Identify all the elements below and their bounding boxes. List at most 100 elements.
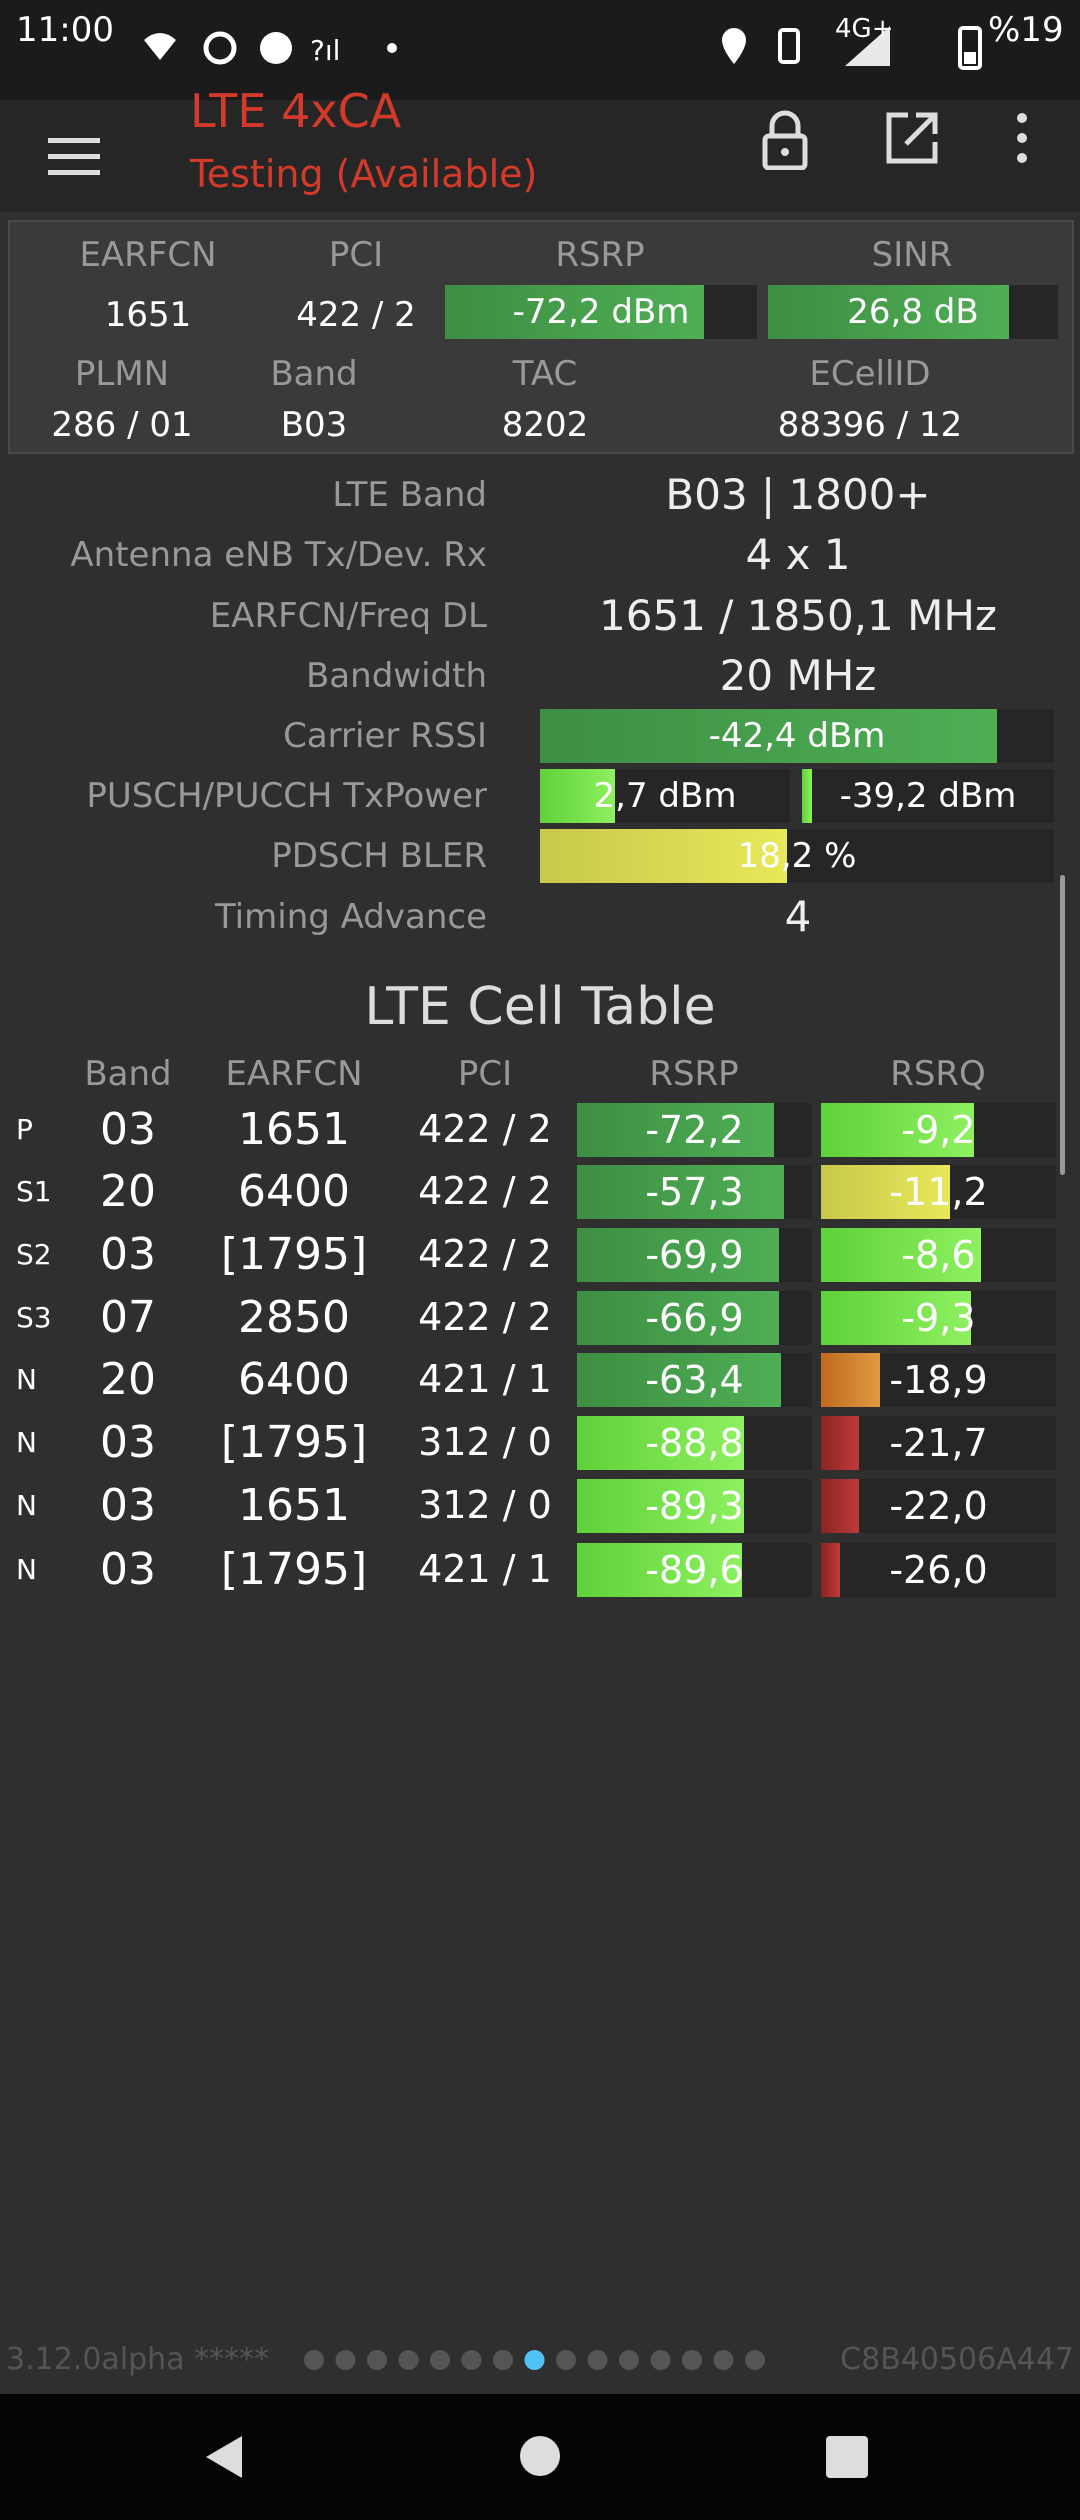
- status-icons-right: [722, 26, 890, 66]
- cell-rsrq: -21,7: [821, 1416, 1056, 1470]
- home-button[interactable]: [518, 2434, 562, 2478]
- bar-fill: [577, 1228, 780, 1282]
- cell-rsrq: -8,6: [821, 1228, 1056, 1282]
- cell-earfcn: 1651: [238, 1103, 350, 1155]
- cell-rsrp-value: -57,3: [645, 1170, 744, 1214]
- summary-value: 88396 / 12: [777, 404, 963, 445]
- detail-value: 4 x 1: [745, 529, 851, 579]
- cell-pci: 422 / 2: [418, 1232, 552, 1277]
- page-dot[interactable]: [650, 2350, 671, 2370]
- cell-rsrp: -88,8: [577, 1416, 812, 1470]
- app-title: LTE 4xCA: [190, 84, 402, 139]
- app-bar: [0, 100, 1080, 212]
- cell-rsrp: -89,3: [577, 1479, 812, 1533]
- cell-pci: 422 / 2: [418, 1295, 552, 1340]
- more-button[interactable]: [1014, 110, 1030, 166]
- status-bar: ?ıl: [0, 0, 1080, 100]
- lock-button[interactable]: [760, 110, 810, 170]
- recents-button[interactable]: [826, 2436, 868, 2478]
- page-dot[interactable]: [430, 2350, 450, 2370]
- page-dot[interactable]: [556, 2350, 576, 2370]
- detail-label: PUSCH/PUCCH TxPower: [86, 775, 487, 816]
- summary-header: EARFCN: [79, 234, 217, 275]
- bar-fill: [768, 285, 1009, 339]
- page-dot[interactable]: [493, 2350, 513, 2370]
- cell-band: 03: [100, 1103, 156, 1155]
- detail-label: PDSCH BLER: [271, 835, 487, 876]
- back-button[interactable]: [200, 2432, 250, 2482]
- table-header: Band: [84, 1053, 172, 1094]
- cell-earfcn: 2850: [238, 1291, 350, 1343]
- cell-rsrq-value: -22,0: [889, 1484, 988, 1528]
- sinr-gauge-value: 26,8 dB: [847, 292, 979, 332]
- cell-earfcn: [1795]: [220, 1416, 368, 1468]
- bar-fill: [577, 1103, 775, 1157]
- sinr-gauge: 26,8 dB: [768, 285, 1058, 339]
- bar-fill: [577, 1416, 744, 1470]
- page-dot[interactable]: [524, 2350, 545, 2370]
- status-network: 4G+: [835, 14, 894, 45]
- page-dot[interactable]: [587, 2350, 608, 2370]
- cell-pci: 421 / 1: [418, 1547, 552, 1592]
- detail-label: Timing Advance: [214, 896, 487, 937]
- summary-header: SINR: [871, 234, 953, 275]
- cell-rsrq: -26,0: [821, 1543, 1056, 1597]
- bar-fill: [540, 829, 787, 883]
- cell-band: 03: [100, 1543, 156, 1595]
- summary-header: TAC: [512, 353, 578, 394]
- summary-value: 286 / 01: [51, 404, 193, 445]
- cell-type: S3: [16, 1301, 52, 1335]
- table-title: LTE Cell Table: [364, 976, 716, 1037]
- bar-fill: [540, 709, 998, 763]
- summary-header: RSRP: [555, 234, 645, 275]
- bar-fill: [821, 1416, 859, 1470]
- rssi-gauge-value: -42,4 dBm: [708, 716, 886, 756]
- page-dot[interactable]: [682, 2350, 702, 2370]
- page-dot[interactable]: [745, 2350, 765, 2370]
- cell-band: 20: [100, 1165, 156, 1217]
- page-dot[interactable]: [367, 2350, 387, 2370]
- cell-rsrp: -63,4: [577, 1353, 812, 1407]
- page-dot[interactable]: [713, 2350, 734, 2370]
- app-subtitle: Testing (Available): [190, 152, 538, 197]
- table-header: PCI: [457, 1053, 513, 1094]
- bar-fill: [821, 1291, 972, 1345]
- share-button[interactable]: [884, 110, 940, 166]
- cell-rsrp: -69,9: [577, 1228, 812, 1282]
- cell-rsrq-value: -11,2: [889, 1170, 988, 1214]
- cell-pci: 312 / 0: [418, 1483, 552, 1528]
- cell-type: S1: [16, 1175, 52, 1209]
- cell-rsrq-value: -8,6: [901, 1233, 976, 1277]
- page-indicator: [304, 2350, 765, 2370]
- summary-value: 8202: [501, 404, 589, 445]
- detail-value: 1651 / 1850,1 MHz: [599, 590, 997, 640]
- cell-rsrp-value: -89,3: [645, 1484, 744, 1528]
- scrollbar: [1060, 875, 1065, 1175]
- page-dot[interactable]: [461, 2350, 482, 2370]
- bler-gauge: 18,2 %: [540, 829, 1054, 883]
- cell-rsrq: -22,0: [821, 1479, 1056, 1533]
- status-battery: %19: [988, 9, 1064, 50]
- menu-button[interactable]: [48, 134, 100, 178]
- cell-rsrp: -66,9: [577, 1291, 812, 1345]
- page-dot[interactable]: [304, 2350, 324, 2370]
- cell-rsrp: -57,3: [577, 1165, 812, 1219]
- cell-rsrq: -11,2: [821, 1165, 1056, 1219]
- page-dot[interactable]: [398, 2350, 419, 2370]
- cell-earfcn: 6400: [238, 1353, 350, 1405]
- bar-fill: [577, 1165, 784, 1219]
- bar-fill: [821, 1479, 859, 1533]
- detail-label: EARFCN/Freq DL: [209, 595, 487, 636]
- bar-fill: [821, 1103, 974, 1157]
- cell-earfcn: 1651: [238, 1479, 350, 1531]
- page-dot[interactable]: [619, 2350, 639, 2370]
- pucch-gauge-value: -39,2 dBm: [839, 776, 1017, 816]
- detail-value: B03 | 1800+: [665, 469, 931, 519]
- summary-header: ECellID: [809, 353, 931, 394]
- summary-value: B03: [280, 404, 348, 445]
- page-dot[interactable]: [335, 2350, 356, 2370]
- summary-value: 1651: [104, 294, 192, 335]
- cell-band: 03: [100, 1228, 156, 1280]
- bar-fill: [821, 1228, 981, 1282]
- detail-label: LTE Band: [332, 474, 487, 515]
